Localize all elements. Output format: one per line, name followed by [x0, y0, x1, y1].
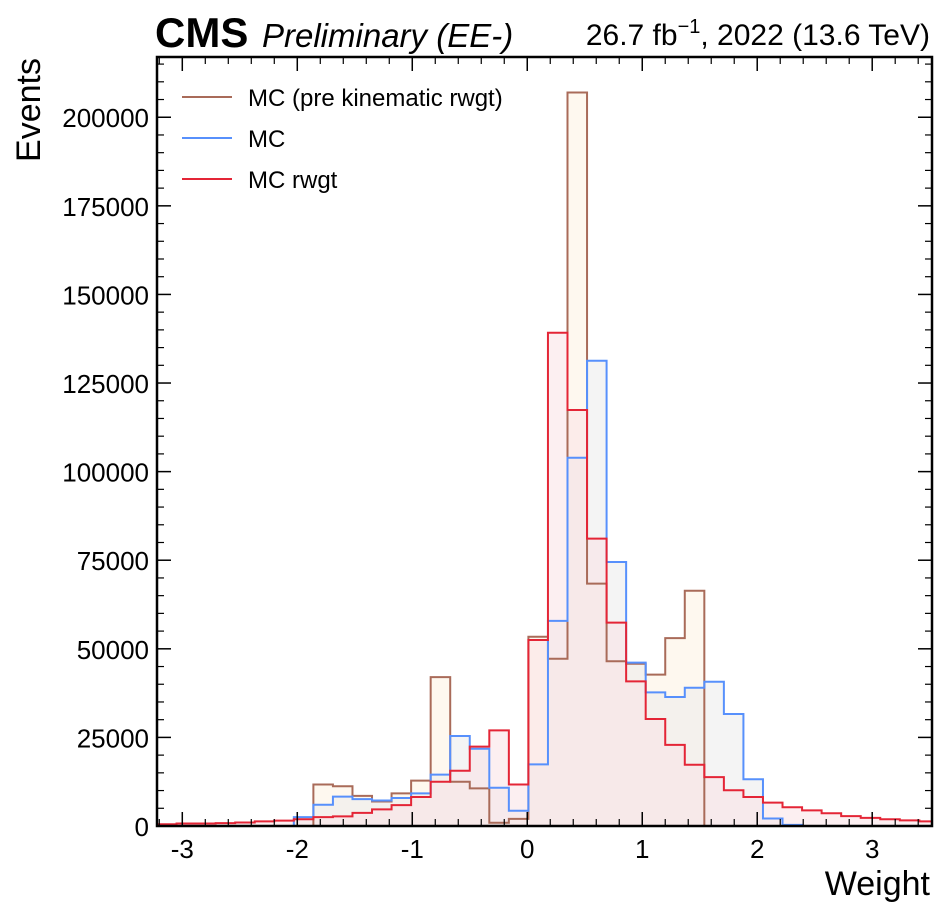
y-tick-label: 75000 [77, 546, 149, 576]
x-tick-label: 3 [865, 834, 879, 864]
y-tick-label: 175000 [62, 192, 149, 222]
series-line-1 [157, 359, 932, 827]
y-tick-label: 150000 [62, 280, 149, 310]
x-tick-label: 2 [750, 834, 764, 864]
x-tick-label: -3 [171, 834, 194, 864]
y-tick-label: 200000 [62, 103, 149, 133]
status-label: Preliminary (EE-) [262, 17, 513, 54]
series-line-2 [157, 331, 932, 826]
series-fill-2 [157, 332, 932, 826]
x-tick-label: 0 [520, 834, 534, 864]
plot-area [155, 55, 934, 828]
y-tick-labels: 0 25000 50000 75000 100000 125000 150000 175000… [62, 103, 149, 842]
lumi-rest: , 2022 (13.6 TeV) [700, 19, 930, 52]
x-tick-label: -1 [401, 834, 424, 864]
legend-entry-label: MC rwgt [248, 167, 338, 194]
x-tick-labels: -3 -2 -1 0 1 2 3 [171, 834, 880, 864]
y-tick-label: 50000 [77, 635, 149, 665]
legend-entry-label: MC [248, 126, 285, 153]
plot-frame [155, 55, 934, 828]
y-tick-label: 100000 [62, 458, 149, 488]
y-axis-label: Events [10, 58, 48, 162]
series-fills [157, 92, 932, 826]
legend-entry-label: MC (pre kinematic rwgt) [248, 85, 503, 112]
x-tick-label: -2 [286, 834, 309, 864]
x-axis-label: Weight [825, 865, 931, 903]
y-tick-label: 125000 [62, 369, 149, 399]
x-tick-label: 1 [635, 834, 649, 864]
legend: MC (pre kinematic rwgt) MC MC rwgt [182, 85, 503, 194]
lumi-value: 26.7 fb [586, 19, 678, 52]
lumi-exponent: −1 [678, 16, 701, 38]
lumi-label: 26.7 fb−1, 2022 (13.6 TeV) [586, 16, 930, 52]
y-tick-label: 25000 [77, 723, 149, 753]
y-tick-label: 0 [135, 812, 149, 842]
cms-label: CMS [155, 9, 248, 56]
